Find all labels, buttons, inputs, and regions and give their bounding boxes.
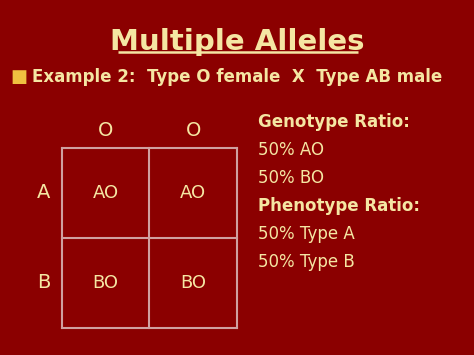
Text: BO: BO: [180, 274, 206, 292]
Text: O: O: [185, 120, 201, 140]
Text: AO: AO: [93, 184, 119, 202]
Text: ■: ■: [10, 68, 27, 86]
Text: B: B: [37, 273, 51, 293]
Text: 50% Type A: 50% Type A: [258, 225, 355, 243]
Text: Phenotype Ratio:: Phenotype Ratio:: [258, 197, 420, 215]
Text: 50% Type B: 50% Type B: [258, 253, 355, 271]
Text: A: A: [37, 184, 51, 202]
Text: AO: AO: [180, 184, 206, 202]
Text: BO: BO: [93, 274, 119, 292]
Text: 50% BO: 50% BO: [258, 169, 324, 187]
Text: Multiple Alleles: Multiple Alleles: [110, 28, 364, 56]
Text: Genotype Ratio:: Genotype Ratio:: [258, 113, 410, 131]
Text: 50% AO: 50% AO: [258, 141, 324, 159]
Text: Example 2:  Type O female  X  Type AB male: Example 2: Type O female X Type AB male: [32, 68, 442, 86]
Text: O: O: [98, 120, 113, 140]
